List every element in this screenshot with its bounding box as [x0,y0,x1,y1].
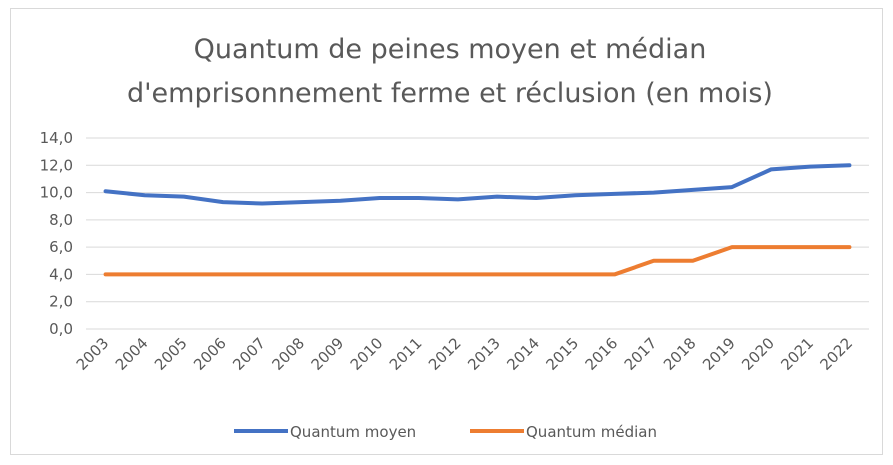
y-tick-label: 2,0 [49,293,73,311]
y-tick-label: 12,0 [40,156,73,174]
series-line [103,163,852,206]
series-line [103,245,852,277]
chart-title: d'emprisonnement ferme et réclusion (en … [127,78,773,109]
chart-title: Quantum de peines moyen et médian [194,34,707,65]
y-tick-label: 8,0 [49,211,73,229]
chart-frame [10,8,883,455]
legend-label: Quantum médian [526,423,657,441]
y-tick-label: 0,0 [49,320,73,338]
legend-label: Quantum moyen [290,423,416,441]
y-tick-label: 10,0 [40,184,73,202]
y-tick-label: 6,0 [49,238,73,256]
y-tick-label: 4,0 [49,265,73,283]
y-tick-label: 14,0 [40,129,73,147]
